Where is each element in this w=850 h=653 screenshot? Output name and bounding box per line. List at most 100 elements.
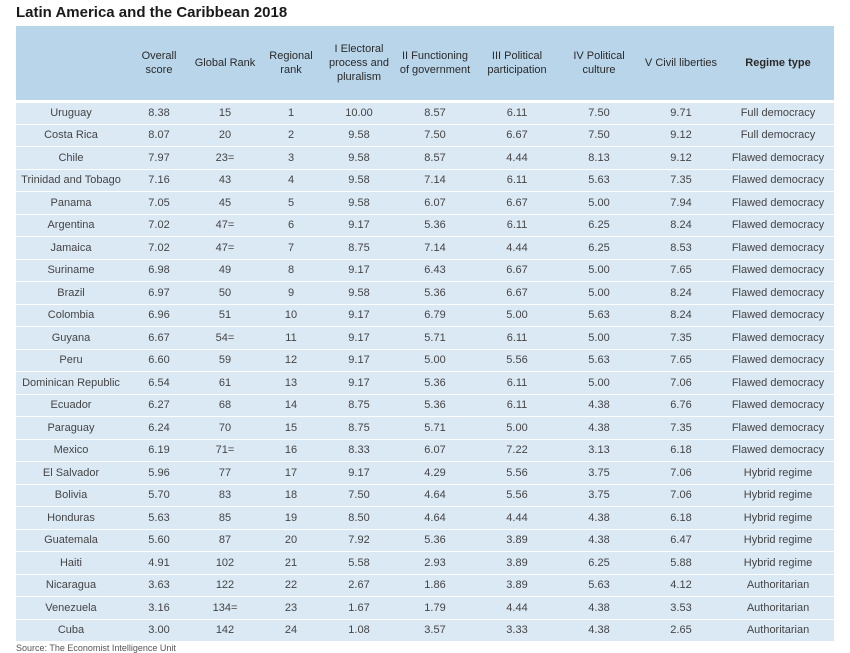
value-cell: 7.35 (640, 416, 722, 440)
value-cell: 8.38 (126, 101, 192, 125)
value-cell: 8.24 (640, 214, 722, 237)
value-cell: 6.67 (476, 124, 558, 147)
democracy-index-table-container: Overall score Global Rank Regional rank I E… (16, 26, 834, 642)
value-cell: 8.75 (324, 236, 394, 260)
value-cell: 11 (258, 326, 324, 350)
value-cell: 9.17 (324, 461, 394, 485)
value-cell: 9.58 (324, 191, 394, 215)
table-row: Haiti 4.91 102 21 5.58 2.93 3.89 6.25 5.88 Hybrid… (16, 551, 834, 575)
value-cell: 6.25 (558, 214, 640, 237)
regime-cell: Flawed democracy (722, 394, 834, 417)
value-cell: 6.11 (476, 394, 558, 417)
value-cell: 9.71 (640, 101, 722, 125)
value-cell: 7.50 (394, 124, 476, 147)
value-cell: 85 (192, 506, 258, 530)
table-header: Overall score Global Rank Regional rank I E… (16, 26, 834, 103)
value-cell: 83 (192, 484, 258, 507)
table-row: Uruguay 8.38 15 1 10.00 8.57 6.11 7.50 9.71 Full … (16, 101, 834, 125)
value-cell: 49 (192, 259, 258, 282)
value-cell: 5.63 (558, 349, 640, 372)
value-cell: 142 (192, 619, 258, 642)
value-cell: 5.71 (394, 416, 476, 440)
value-cell: 51 (192, 304, 258, 327)
value-cell: 8.07 (126, 124, 192, 147)
value-cell: 1.08 (324, 619, 394, 642)
source-note: Source: The Economist Intelligence Unit (16, 643, 176, 653)
table-row: Ecuador 6.27 68 14 8.75 5.36 6.11 4.38 6.76 Flawe… (16, 394, 834, 417)
regime-cell: Flawed democracy (722, 281, 834, 305)
value-cell: 4.44 (476, 506, 558, 530)
country-cell: Guyana (16, 326, 126, 350)
table-row: Argentina 7.02 47= 6 9.17 5.36 6.11 6.25 8.24 Fla… (16, 214, 834, 237)
value-cell: 9.17 (324, 326, 394, 350)
value-cell: 5 (258, 191, 324, 215)
value-cell: 7.05 (126, 191, 192, 215)
value-cell: 6.54 (126, 371, 192, 395)
regime-cell: Flawed democracy (722, 304, 834, 327)
value-cell: 8.24 (640, 281, 722, 305)
value-cell: 4.44 (476, 146, 558, 170)
value-cell: 3.63 (126, 574, 192, 597)
value-cell: 47= (192, 236, 258, 260)
value-cell: 5.00 (558, 281, 640, 305)
country-cell: Nicaragua (16, 574, 126, 597)
value-cell: 6.11 (476, 169, 558, 192)
regime-cell: Authoritarian (722, 596, 834, 620)
value-cell: 5.63 (558, 304, 640, 327)
value-cell: 12 (258, 349, 324, 372)
value-cell: 7.50 (324, 484, 394, 507)
regime-cell: Flawed democracy (722, 416, 834, 440)
value-cell: 7.14 (394, 169, 476, 192)
table-row: Colombia 6.96 51 10 9.17 6.79 5.00 5.63 8.24 Flaw… (16, 304, 834, 327)
value-cell: 7.14 (394, 236, 476, 260)
value-cell: 9.17 (324, 214, 394, 237)
value-cell: 6.67 (476, 259, 558, 282)
value-cell: 8.75 (324, 394, 394, 417)
table-row: Peru 6.60 59 12 9.17 5.00 5.56 5.63 7.65 Flawed d… (16, 349, 834, 372)
value-cell: 4.64 (394, 484, 476, 507)
value-cell: 5.00 (476, 304, 558, 327)
regime-cell: Authoritarian (722, 619, 834, 642)
value-cell: 3.16 (126, 596, 192, 620)
value-cell: 3.13 (558, 439, 640, 462)
country-cell: Uruguay (16, 101, 126, 125)
value-cell: 3.75 (558, 484, 640, 507)
country-cell: Suriname (16, 259, 126, 282)
header-country (16, 26, 126, 103)
country-cell: Honduras (16, 506, 126, 530)
column-header: Regime type (722, 26, 834, 103)
value-cell: 4.29 (394, 461, 476, 485)
value-cell: 20 (258, 529, 324, 552)
value-cell: 15 (258, 416, 324, 440)
header-row: Overall score Global Rank Regional rank I E… (16, 26, 834, 103)
value-cell: 7.06 (640, 461, 722, 485)
regime-cell: Authoritarian (722, 574, 834, 597)
value-cell: 6.96 (126, 304, 192, 327)
value-cell: 9.17 (324, 349, 394, 372)
country-cell: Colombia (16, 304, 126, 327)
value-cell: 3.57 (394, 619, 476, 642)
value-cell: 6.19 (126, 439, 192, 462)
value-cell: 5.36 (394, 529, 476, 552)
country-cell: Trinidad and Tobago (16, 169, 126, 192)
table-row: Nicaragua 3.63 122 22 2.67 1.86 3.89 5.63 4.12 Au… (16, 574, 834, 597)
regime-cell: Flawed democracy (722, 236, 834, 260)
country-cell: Brazil (16, 281, 126, 305)
value-cell: 7.50 (558, 124, 640, 147)
table-body: Uruguay 8.38 15 1 10.00 8.57 6.11 7.50 9.71 Full … (16, 101, 834, 642)
value-cell: 8.33 (324, 439, 394, 462)
value-cell: 4.38 (558, 506, 640, 530)
value-cell: 7 (258, 236, 324, 260)
value-cell: 5.00 (558, 191, 640, 215)
country-cell: Chile (16, 146, 126, 170)
value-cell: 9.58 (324, 169, 394, 192)
value-cell: 5.56 (476, 461, 558, 485)
table-row: Brazil 6.97 50 9 9.58 5.36 6.67 5.00 8.24 Flawed … (16, 281, 834, 305)
value-cell: 4.44 (476, 596, 558, 620)
value-cell: 10 (258, 304, 324, 327)
regime-cell: Flawed democracy (722, 191, 834, 215)
value-cell: 6.07 (394, 191, 476, 215)
value-cell: 7.02 (126, 236, 192, 260)
country-cell: Argentina (16, 214, 126, 237)
value-cell: 5.58 (324, 551, 394, 575)
